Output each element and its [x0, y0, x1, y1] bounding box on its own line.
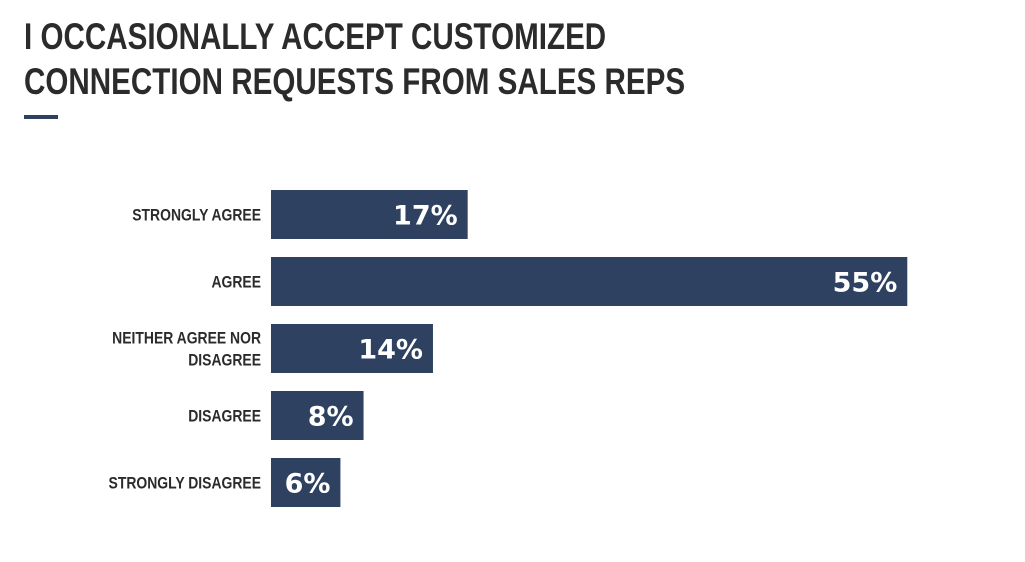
- bar-5: [271, 458, 341, 507]
- category-label-1-line-1: STRONGLY AGREE: [132, 206, 261, 225]
- chart-title-line-1: I OCCASIONALLY ACCEPT CUSTOMIZED: [24, 16, 607, 57]
- category-label-2-line-1: AGREE: [211, 273, 261, 292]
- category-label-5-line-1: STRONGLY DISAGREE: [109, 474, 261, 493]
- category-label-3-line-1: NEITHER AGREE NOR: [112, 329, 261, 348]
- bar-value-label-3: 14%: [358, 335, 423, 366]
- category-label-4: DISAGREE: [188, 407, 261, 426]
- category-label-5: STRONGLY DISAGREE: [109, 474, 261, 493]
- category-label-3: NEITHER AGREE NOR DISAGREE: [112, 329, 261, 370]
- bar-value-label-4: 8%: [308, 402, 354, 433]
- chart-title: I OCCASIONALLY ACCEPT CUSTOMIZED CONNECT…: [24, 14, 685, 104]
- bar-3: [271, 324, 433, 373]
- bar-2: [271, 257, 908, 306]
- chart-title-line-2: CONNECTION REQUESTS FROM SALES REPS: [24, 61, 686, 102]
- bar-4: [271, 391, 364, 440]
- category-label-2: AGREE: [211, 273, 261, 292]
- title-accent-rule: [24, 115, 58, 119]
- category-label-4-line-1: DISAGREE: [188, 407, 261, 426]
- category-label-3-line-2: DISAGREE: [188, 351, 261, 370]
- bar-value-label-5: 6%: [285, 469, 331, 500]
- bar-value-label-2: 55%: [833, 268, 898, 299]
- category-label-1: STRONGLY AGREE: [132, 206, 261, 225]
- bar-1: [271, 190, 468, 239]
- bar-value-label-1: 17%: [393, 201, 458, 232]
